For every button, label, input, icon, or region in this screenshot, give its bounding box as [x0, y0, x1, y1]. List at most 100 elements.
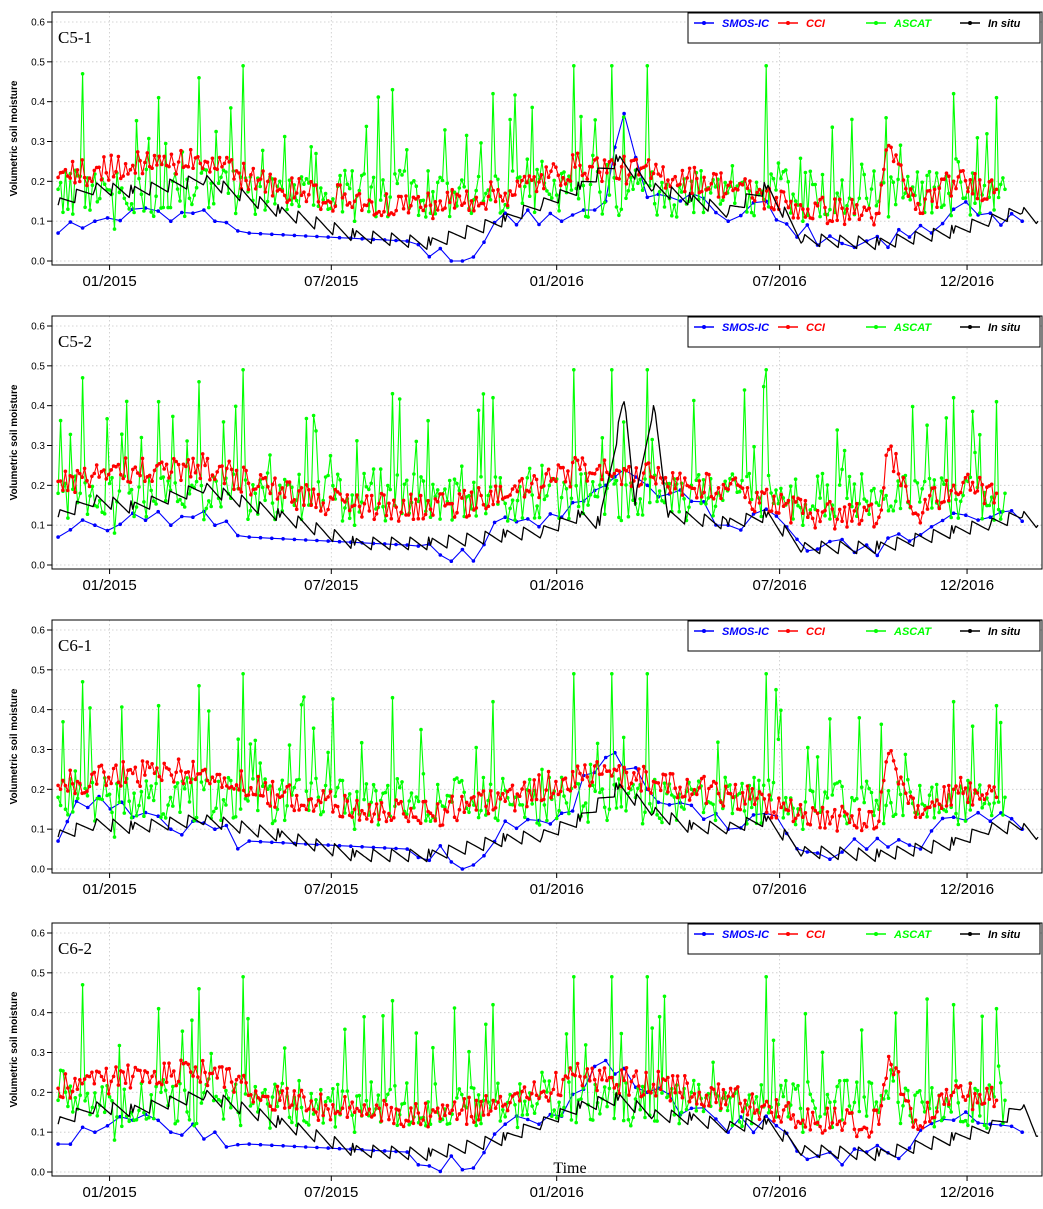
- data-point: [927, 169, 932, 174]
- data-point: [431, 814, 435, 818]
- y-tick-label: 0.4: [31, 401, 45, 412]
- data-point: [196, 1075, 200, 1079]
- data-point: [154, 781, 158, 786]
- data-point: [901, 782, 906, 786]
- data-point: [894, 153, 898, 157]
- data-point: [102, 1078, 106, 1083]
- data-point: [210, 1071, 215, 1076]
- data-point: [928, 1119, 932, 1124]
- data-point: [180, 210, 184, 215]
- data-point: [164, 1080, 169, 1084]
- data-point: [237, 1074, 241, 1079]
- data-point: [864, 847, 869, 851]
- series-points-ascat: [56, 64, 1007, 231]
- data-point: [343, 793, 347, 798]
- series-points-cci: [56, 1054, 999, 1139]
- data-point: [576, 782, 581, 786]
- data-point: [558, 1093, 563, 1098]
- data-point: [90, 1070, 94, 1075]
- data-point: [864, 779, 869, 784]
- y-tick-label: 0.3: [31, 1048, 45, 1059]
- data-point: [935, 499, 939, 503]
- data-point: [537, 515, 542, 520]
- data-point: [859, 472, 864, 476]
- data-point: [975, 136, 980, 140]
- data-point: [169, 470, 174, 474]
- data-point: [721, 198, 725, 202]
- data-point: [699, 501, 703, 506]
- data-point: [297, 1094, 301, 1098]
- data-point: [484, 1022, 488, 1027]
- data-point: [692, 210, 696, 215]
- data-point: [766, 1111, 771, 1115]
- data-point: [996, 507, 1001, 512]
- data-point: [304, 199, 309, 204]
- data-point: [215, 470, 219, 474]
- data-point: [619, 482, 624, 487]
- data-point: [820, 471, 825, 476]
- data-point: [929, 525, 934, 529]
- data-point: [181, 462, 186, 467]
- data-point: [213, 1130, 217, 1134]
- data-point: [862, 497, 866, 501]
- data-point: [994, 187, 999, 192]
- data-point: [927, 793, 932, 797]
- data-point: [457, 492, 462, 496]
- data-point: [66, 789, 70, 793]
- data-point: [655, 499, 659, 504]
- data-point: [191, 515, 195, 519]
- data-point: [886, 1096, 891, 1100]
- data-point: [547, 192, 552, 196]
- data-point: [66, 174, 70, 178]
- data-point: [989, 178, 994, 182]
- data-point: [457, 194, 462, 198]
- data-point: [646, 787, 651, 791]
- data-point: [93, 1091, 97, 1095]
- data-point: [636, 512, 640, 517]
- data-point: [384, 192, 389, 196]
- data-point: [683, 476, 687, 480]
- data-point: [835, 829, 839, 833]
- data-point: [922, 1110, 927, 1114]
- data-point: [409, 1106, 413, 1110]
- legend-label: SMOS-IC: [722, 626, 770, 638]
- data-point: [660, 820, 664, 825]
- data-point: [61, 720, 65, 724]
- data-point: [73, 769, 78, 773]
- data-point: [769, 205, 774, 210]
- data-point: [397, 397, 402, 401]
- data-point: [590, 1066, 594, 1071]
- data-point: [658, 788, 663, 793]
- y-tick-label: 0.1: [31, 825, 45, 836]
- data-point: [920, 1100, 924, 1104]
- data-point: [852, 1147, 857, 1151]
- data-point: [951, 787, 956, 792]
- data-point: [163, 498, 168, 503]
- data-point: [975, 1088, 980, 1093]
- data-point: [292, 785, 297, 790]
- data-point: [222, 161, 227, 166]
- data-point: [173, 481, 177, 485]
- data-point: [469, 211, 474, 216]
- data-point: [311, 1107, 316, 1112]
- data-point: [777, 511, 781, 515]
- data-point: [292, 1089, 297, 1093]
- data-point: [109, 781, 113, 786]
- data-point: [733, 782, 738, 787]
- data-point: [575, 458, 580, 463]
- data-point: [989, 813, 994, 818]
- data-point: [908, 187, 913, 191]
- data-point: [749, 805, 754, 810]
- data-point: [728, 481, 733, 486]
- y-tick-label: 0.2: [31, 177, 45, 188]
- data-point: [542, 484, 546, 488]
- data-point: [784, 1104, 788, 1108]
- data-point: [877, 819, 881, 823]
- data-point: [61, 210, 65, 215]
- data-point: [610, 774, 614, 778]
- x-tick-label: 01/2016: [530, 273, 584, 290]
- data-point: [58, 418, 63, 423]
- data-point: [302, 803, 306, 808]
- data-point: [520, 476, 524, 481]
- data-point: [828, 539, 832, 544]
